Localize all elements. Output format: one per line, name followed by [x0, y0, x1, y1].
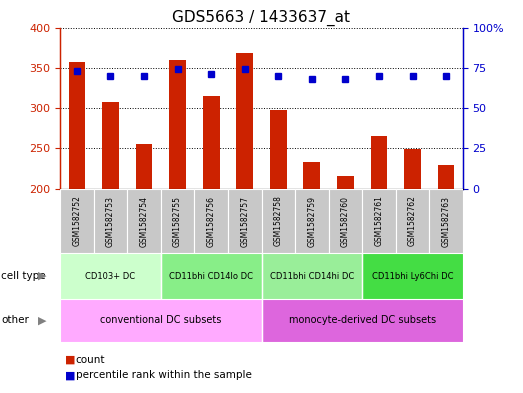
- Text: ■: ■: [65, 370, 76, 380]
- Bar: [262, 253, 362, 299]
- Bar: [295, 189, 328, 253]
- Bar: [270, 110, 287, 189]
- Bar: [262, 299, 463, 342]
- Bar: [135, 143, 152, 189]
- Bar: [371, 136, 388, 189]
- Bar: [328, 189, 362, 253]
- Bar: [169, 60, 186, 189]
- Text: CD11bhi CD14hi DC: CD11bhi CD14hi DC: [270, 272, 354, 281]
- Bar: [161, 253, 262, 299]
- Text: other: other: [1, 315, 29, 325]
- Bar: [60, 253, 161, 299]
- Text: CD11bhi CD14lo DC: CD11bhi CD14lo DC: [169, 272, 253, 281]
- Text: GSM1582758: GSM1582758: [274, 196, 283, 246]
- Bar: [262, 189, 295, 253]
- Text: ▶: ▶: [38, 315, 46, 325]
- Bar: [60, 299, 262, 342]
- Text: GDS5663 / 1433637_at: GDS5663 / 1433637_at: [173, 10, 350, 26]
- Bar: [228, 189, 262, 253]
- Text: GSM1582757: GSM1582757: [240, 196, 249, 246]
- Text: CD11bhi Ly6Chi DC: CD11bhi Ly6Chi DC: [372, 272, 453, 281]
- Text: monocyte-derived DC subsets: monocyte-derived DC subsets: [289, 315, 436, 325]
- Bar: [127, 189, 161, 253]
- Text: count: count: [76, 354, 105, 365]
- Bar: [362, 189, 396, 253]
- Text: conventional DC subsets: conventional DC subsets: [100, 315, 222, 325]
- Text: GSM1582755: GSM1582755: [173, 196, 182, 246]
- Bar: [203, 96, 220, 189]
- Bar: [94, 189, 127, 253]
- Text: GSM1582760: GSM1582760: [341, 196, 350, 246]
- Bar: [337, 176, 354, 189]
- Text: GSM1582761: GSM1582761: [374, 196, 383, 246]
- Text: GSM1582756: GSM1582756: [207, 196, 215, 246]
- Bar: [69, 62, 85, 189]
- Text: GSM1582754: GSM1582754: [140, 196, 149, 246]
- Text: cell type: cell type: [1, 271, 46, 281]
- Text: GSM1582752: GSM1582752: [72, 196, 82, 246]
- Bar: [429, 189, 463, 253]
- Text: GSM1582753: GSM1582753: [106, 196, 115, 246]
- Bar: [362, 253, 463, 299]
- Text: GSM1582759: GSM1582759: [308, 196, 316, 246]
- Text: GSM1582763: GSM1582763: [441, 196, 451, 246]
- Bar: [303, 162, 320, 189]
- Text: percentile rank within the sample: percentile rank within the sample: [76, 370, 252, 380]
- Bar: [60, 189, 94, 253]
- Bar: [396, 189, 429, 253]
- Bar: [438, 165, 454, 189]
- Bar: [404, 149, 421, 189]
- Text: CD103+ DC: CD103+ DC: [85, 272, 135, 281]
- Text: GSM1582762: GSM1582762: [408, 196, 417, 246]
- Text: ■: ■: [65, 354, 76, 365]
- Text: ▶: ▶: [38, 271, 46, 281]
- Bar: [236, 53, 253, 189]
- Bar: [161, 189, 195, 253]
- Bar: [102, 103, 119, 189]
- Bar: [195, 189, 228, 253]
